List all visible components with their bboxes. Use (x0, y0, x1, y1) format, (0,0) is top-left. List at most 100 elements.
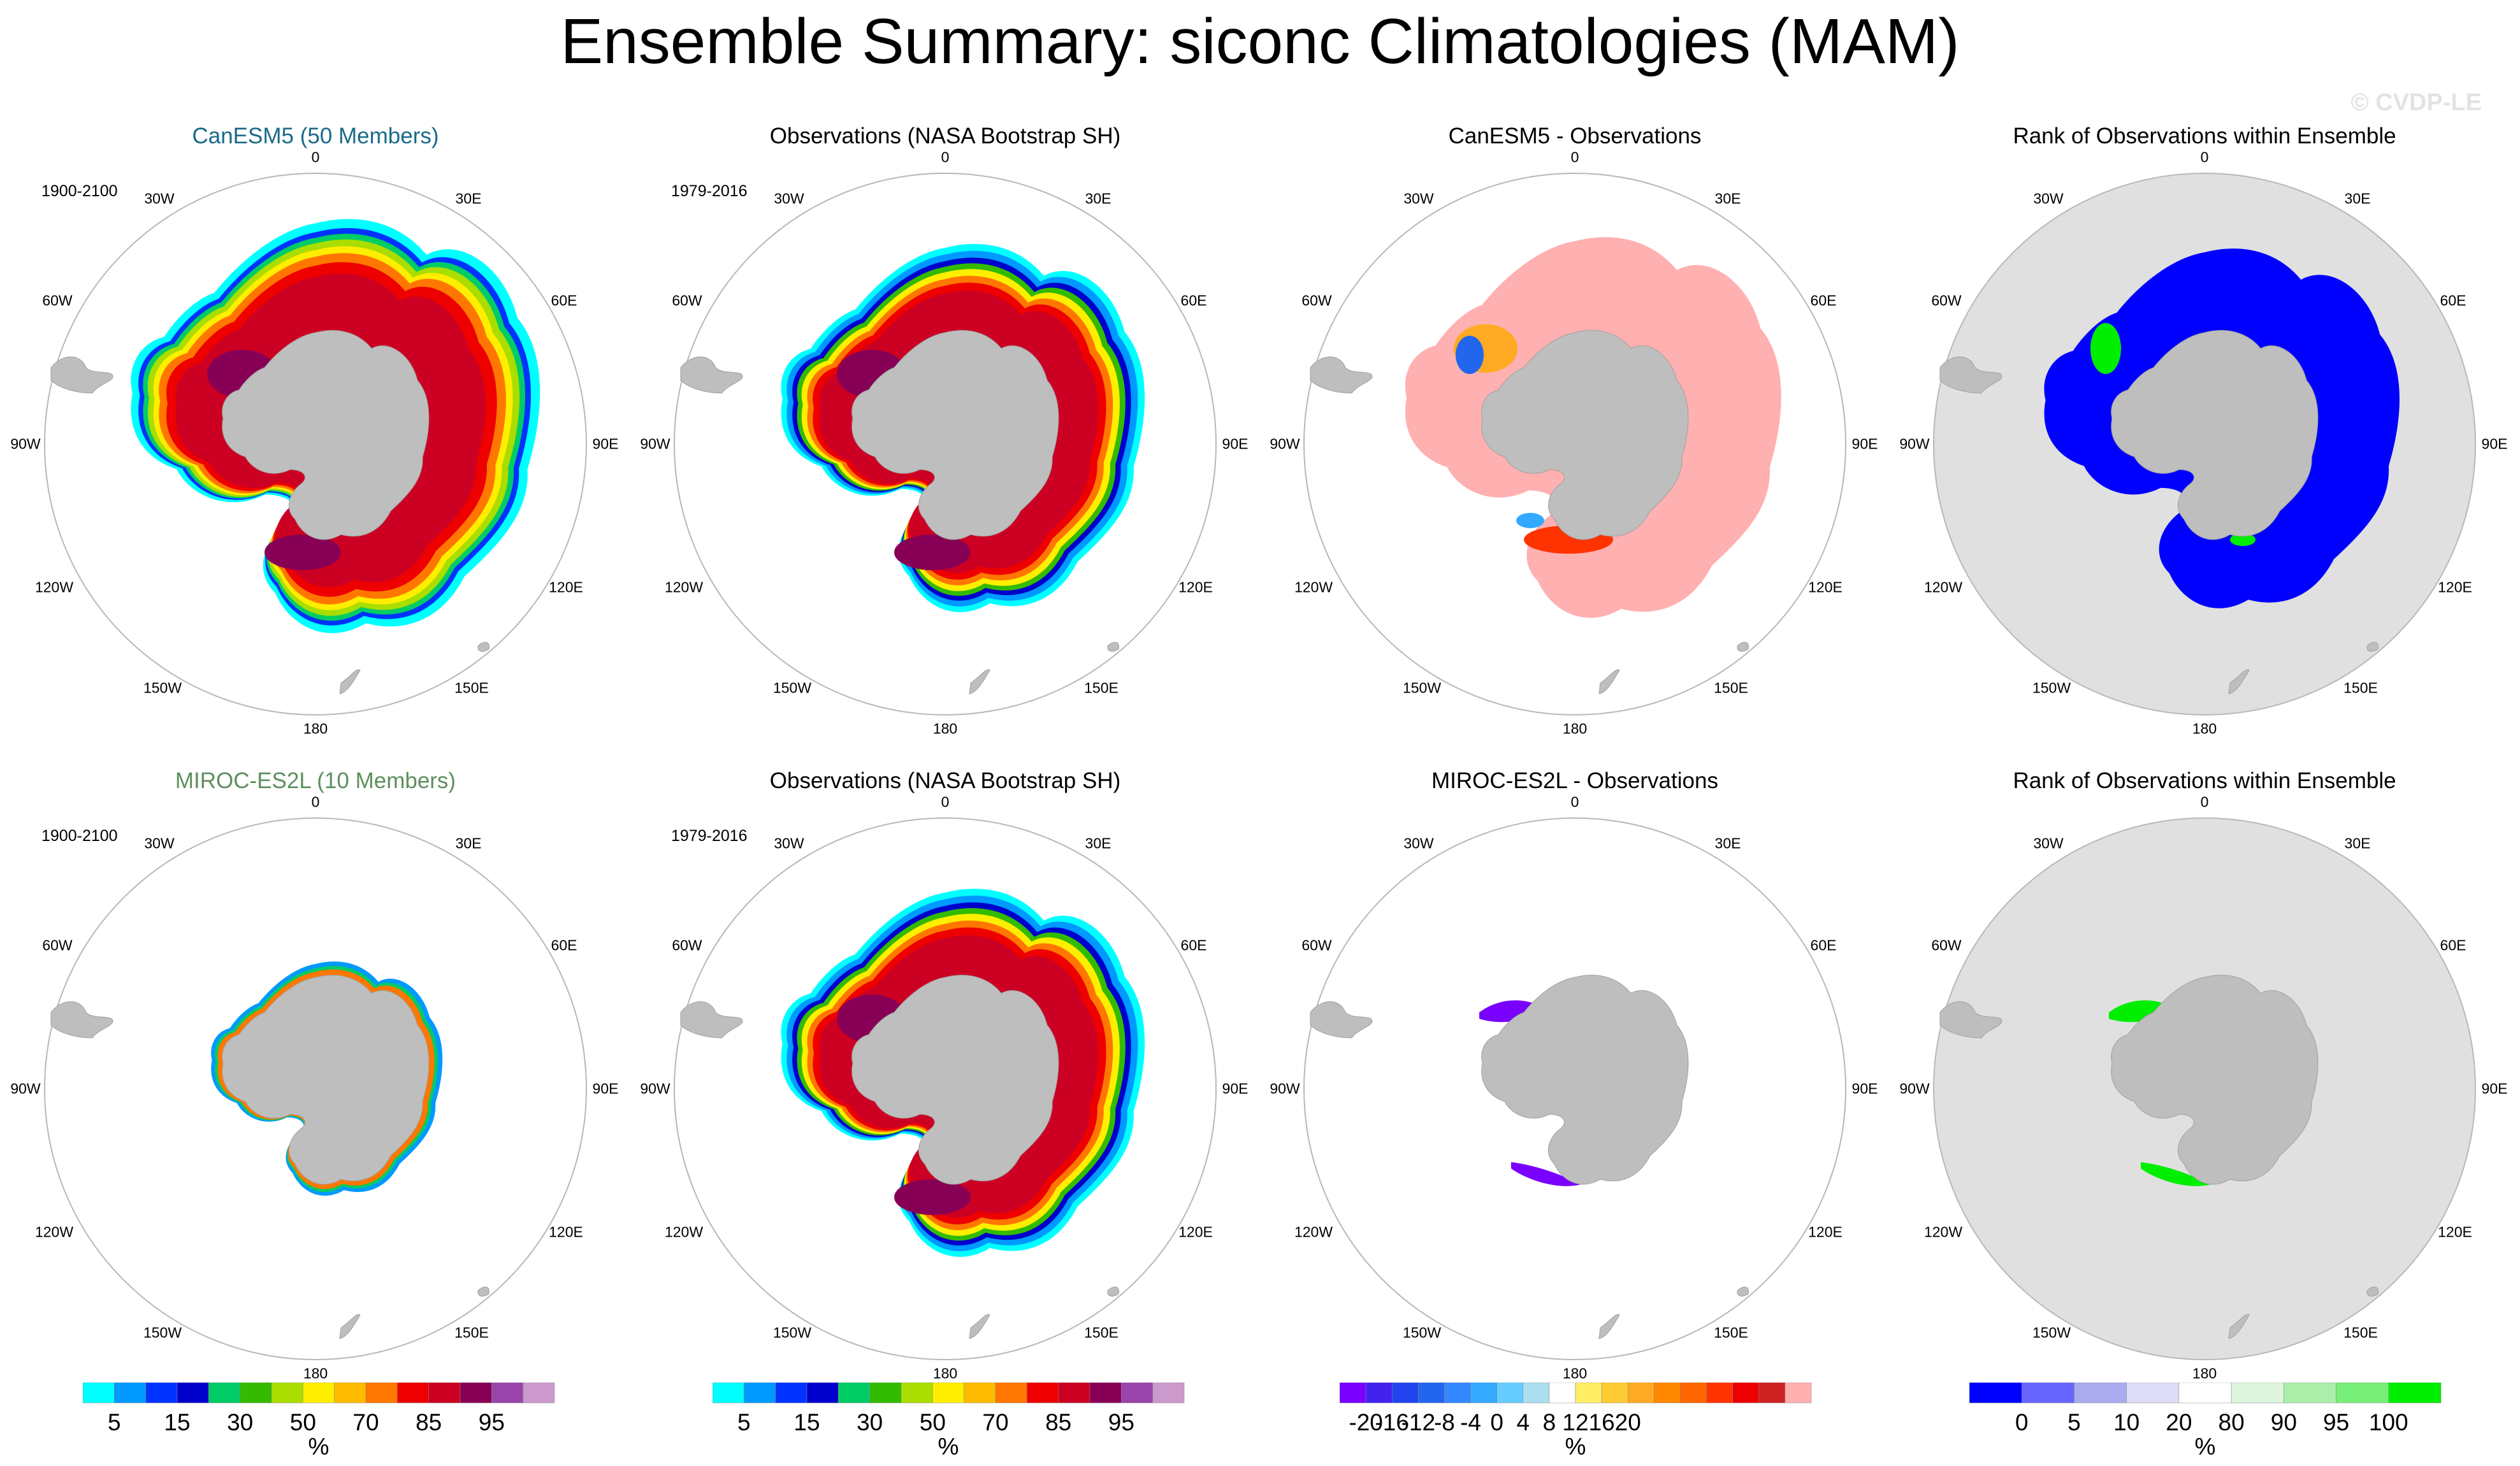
colorbar-tick-label: -4 (1460, 1409, 1481, 1435)
new-zealand-landmass (2228, 1314, 2250, 1339)
difference-negative-area (1456, 336, 1484, 374)
longitude-label-90E: 90E (2481, 1080, 2508, 1097)
longitude-label-0: 0 (941, 148, 950, 166)
colorbar-boxes (1340, 1383, 1812, 1404)
longitude-label-120E: 120E (549, 578, 583, 596)
longitude-label-180: 180 (2192, 1365, 2217, 1382)
colorbar-box (1732, 1383, 1760, 1404)
longitude-label-90W: 90W (1270, 435, 1300, 452)
south-america-landmass (1310, 356, 1373, 394)
colorbar-box (1706, 1383, 1733, 1404)
colorbar-tick-label: 5 (108, 1409, 121, 1435)
longitude-label-30W: 30W (2033, 190, 2064, 207)
colorbar-box (2074, 1383, 2127, 1404)
longitude-label-30W: 30W (1403, 835, 1434, 852)
colorbar-box (2336, 1383, 2389, 1404)
colorbar-box (932, 1383, 964, 1404)
longitude-label-0: 0 (2200, 148, 2209, 166)
panel-rank-1: Rank of Observations within Ensemble 0 30E… (1889, 102, 2520, 745)
longitude-label-120W: 120W (1923, 1223, 1963, 1240)
tasmania-landmass (1107, 1286, 1120, 1297)
longitude-label-120E: 120E (1808, 1223, 1843, 1240)
colorbar-box (523, 1383, 555, 1404)
south-america-landmass (1939, 356, 2002, 394)
longitude-label-60W: 60W (42, 292, 73, 309)
colorbar-box (1418, 1383, 1445, 1404)
new-zealand-landmass (2228, 669, 2250, 694)
new-zealand-landmass (1598, 669, 1620, 694)
panel-title: Rank of Observations within Ensemble (2013, 768, 2396, 793)
longitude-label-0: 0 (311, 793, 320, 810)
panel-title: Observations (NASA Bootstrap SH) (769, 768, 1121, 793)
polar-map (674, 173, 1217, 715)
ross-sea-max-ice (894, 535, 971, 570)
colorbar-tick-label: -16 (1375, 1409, 1409, 1435)
longitude-label-120E: 120E (2438, 1223, 2472, 1240)
new-zealand-landmass (969, 669, 990, 694)
tasmania-landmass (1737, 1286, 1749, 1297)
longitude-label-60E: 60E (2440, 937, 2466, 954)
panel-canesm5-mean: CanESM5 (50 Members) 1900-2100 0 30E 60E 90E 1… (0, 102, 631, 745)
colorbar-unit-label: % (1565, 1434, 1586, 1460)
colorbar-tick-label: 0 (2015, 1409, 2029, 1435)
longitude-label-0: 0 (311, 148, 320, 166)
antarctica-landmass (222, 330, 430, 540)
colorbar-boxes (83, 1383, 555, 1404)
colorbar-box (775, 1383, 807, 1404)
panel-title: MIROC-ES2L (10 Members) (175, 768, 456, 793)
longitude-label-60W: 60W (1931, 292, 1962, 309)
rank-high-area (2230, 533, 2256, 546)
colorbar-tick-label: 70 (982, 1409, 1009, 1435)
longitude-label-90W: 90W (1270, 1080, 1300, 1097)
panel-canesm5-difference: CanESM5 - Observations 0 30E 60E 90E 120E 150E… (1259, 102, 1890, 745)
longitude-label-60E: 60E (1810, 292, 1837, 309)
colorbar-tick-label: 95 (1108, 1409, 1134, 1435)
panel-miroc-difference: MIROC-ES2L - Observations 0 30E 60E 90E 120E 1… (1259, 747, 1890, 1390)
period-label: 1900-2100 (41, 182, 118, 200)
colorbar-box (1549, 1383, 1576, 1404)
colorbar-box (397, 1383, 429, 1404)
colorbar-box (303, 1383, 335, 1404)
colorbar-box (1089, 1383, 1122, 1404)
colorbar-tick-label: 5 (737, 1409, 751, 1435)
colorbar-box (2388, 1383, 2442, 1404)
longitude-label-90E: 90E (1851, 435, 1878, 452)
longitude-label-30E: 30E (2344, 190, 2371, 207)
colorbar-box (995, 1383, 1027, 1404)
longitude-label-90E: 90E (592, 1080, 619, 1097)
longitude-label-180: 180 (303, 1365, 328, 1382)
longitude-label-180: 180 (932, 720, 958, 737)
longitude-label-90W: 90W (10, 1080, 41, 1097)
colorbar-tick-label: 80 (2218, 1409, 2245, 1435)
tasmania-landmass (2366, 642, 2379, 652)
longitude-label-90E: 90E (1222, 1080, 1249, 1097)
south-america-landmass (680, 356, 743, 394)
colorbar-box (1785, 1383, 1812, 1404)
colorbar-tick-label: 15 (793, 1409, 820, 1435)
colorbar-box (208, 1383, 240, 1404)
longitude-label-180: 180 (2192, 720, 2217, 737)
longitude-label-30W: 30W (774, 835, 804, 852)
colorbar-tick-label: 20 (2166, 1409, 2192, 1435)
longitude-label-150E: 150E (454, 1324, 489, 1341)
colorbar-tick-label: 16 (1588, 1409, 1615, 1435)
longitude-label-150W: 150W (772, 1324, 812, 1341)
longitude-label-150W: 150W (143, 1324, 182, 1341)
colorbar-box (806, 1383, 839, 1404)
longitude-label-150W: 150W (2032, 1324, 2071, 1341)
longitude-label-30E: 30E (455, 835, 482, 852)
polar-map (1303, 173, 1846, 715)
south-america-landmass (50, 1001, 113, 1038)
colorbar-box (713, 1383, 744, 1404)
longitude-label-60W: 60W (672, 292, 702, 309)
colorbar-tick-label: 8 (1542, 1409, 1556, 1435)
longitude-label-30W: 30W (2033, 835, 2064, 852)
difference-negative-area (1511, 1162, 1581, 1186)
rank-high-area (2090, 323, 2121, 374)
new-zealand-landmass (339, 669, 361, 694)
longitude-label-30E: 30E (2344, 835, 2371, 852)
south-america-landmass (50, 356, 113, 394)
tasmania-landmass (1107, 642, 1120, 652)
colorbar-box (1523, 1383, 1550, 1404)
new-zealand-landmass (339, 1314, 361, 1339)
